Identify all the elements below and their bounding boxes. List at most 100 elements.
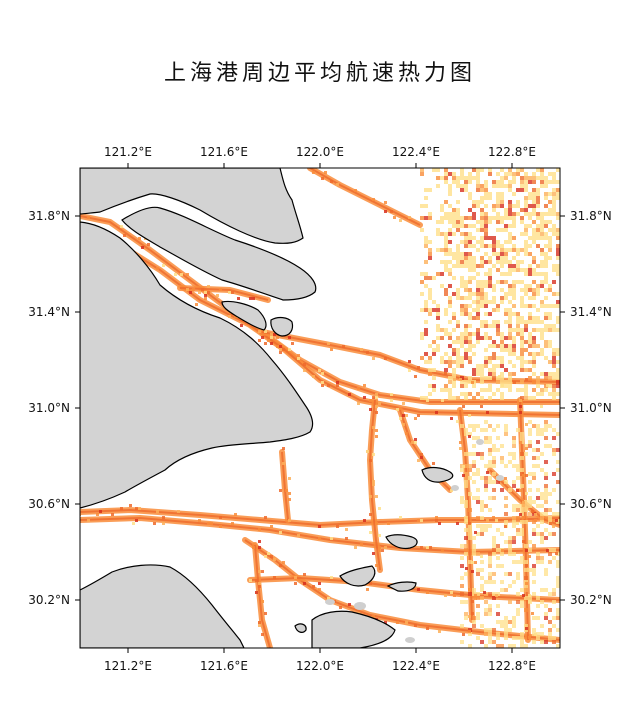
heat-cell bbox=[444, 384, 448, 388]
heat-cell bbox=[464, 240, 468, 244]
heat-cell bbox=[484, 272, 488, 276]
heat-cell bbox=[504, 292, 508, 296]
heat-cell bbox=[252, 546, 255, 549]
heat-cell bbox=[536, 188, 540, 192]
heat-cell bbox=[496, 612, 500, 616]
heat-cell bbox=[440, 232, 444, 236]
heat-cell bbox=[504, 176, 508, 180]
heat-cell bbox=[492, 488, 496, 492]
heat-cell bbox=[496, 308, 500, 312]
heat-cell bbox=[472, 244, 476, 248]
heat-cell bbox=[476, 436, 480, 440]
heat-cell bbox=[471, 612, 474, 615]
heat-cell bbox=[484, 436, 488, 440]
heat-cell bbox=[471, 570, 474, 573]
heat-cell bbox=[508, 300, 512, 304]
heat-cell bbox=[456, 288, 460, 292]
heat-cell bbox=[524, 504, 528, 508]
heat-cell bbox=[512, 536, 516, 540]
heat-cell bbox=[428, 252, 432, 256]
heat-cell bbox=[448, 252, 452, 256]
heat-cell bbox=[520, 436, 524, 440]
heat-cell bbox=[492, 248, 496, 252]
heat-cell bbox=[552, 348, 556, 352]
heat-cell bbox=[548, 548, 552, 552]
heat-cell bbox=[484, 196, 488, 200]
heat-cell bbox=[414, 417, 417, 420]
heat-cell bbox=[393, 216, 396, 219]
heat-cell bbox=[556, 168, 560, 172]
heat-cell bbox=[528, 480, 532, 484]
heat-cell bbox=[303, 363, 306, 366]
heat-cell bbox=[508, 584, 512, 588]
heat-cell bbox=[464, 476, 468, 480]
heat-cell bbox=[436, 176, 440, 180]
lat-tick-label-left: 31.0°N bbox=[28, 401, 70, 415]
heat-cell bbox=[460, 240, 464, 244]
heat-cell bbox=[264, 555, 267, 558]
heat-cell bbox=[468, 532, 472, 536]
heat-cell bbox=[464, 616, 468, 620]
heat-cell bbox=[544, 508, 548, 512]
heat-cell bbox=[496, 252, 500, 256]
heat-cell bbox=[452, 384, 456, 388]
heat-cell bbox=[508, 600, 512, 604]
heat-cell bbox=[484, 312, 488, 316]
heat-cell bbox=[524, 224, 528, 228]
heat-cell bbox=[528, 360, 532, 364]
heat-cell bbox=[330, 348, 333, 351]
heat-cell bbox=[464, 332, 468, 336]
heat-cell bbox=[426, 546, 429, 549]
heat-cell bbox=[219, 516, 222, 519]
heat-cell bbox=[492, 540, 496, 544]
heat-cell bbox=[520, 288, 524, 292]
lon-tick-label-bottom: 121.6°E bbox=[200, 659, 248, 673]
heat-cell bbox=[480, 188, 484, 192]
heat-cell bbox=[496, 380, 500, 384]
heat-cell bbox=[525, 564, 528, 567]
heat-cell bbox=[428, 216, 432, 220]
heat-cell bbox=[480, 228, 484, 232]
heat-cell bbox=[540, 520, 544, 524]
heat-cell bbox=[424, 188, 428, 192]
heat-cell bbox=[476, 524, 480, 528]
heat-cell bbox=[492, 544, 496, 548]
rocks-layer bbox=[325, 439, 504, 643]
heat-cell bbox=[520, 280, 524, 284]
heat-cell bbox=[512, 236, 516, 240]
heat-cell bbox=[532, 476, 536, 480]
heat-cell bbox=[508, 548, 512, 552]
heat-cell bbox=[472, 332, 476, 336]
heat-cell bbox=[532, 296, 536, 300]
heat-cell bbox=[528, 212, 532, 216]
heat-cell bbox=[460, 172, 464, 176]
heat-cell bbox=[500, 348, 504, 352]
heat-cell bbox=[452, 276, 456, 280]
heat-cell bbox=[237, 297, 240, 300]
heat-cell bbox=[548, 212, 552, 216]
heat-cell bbox=[464, 428, 468, 432]
heat-cell bbox=[532, 640, 536, 644]
heat-cell bbox=[484, 192, 488, 196]
heat-cell bbox=[492, 480, 496, 484]
heat-cell bbox=[548, 592, 552, 596]
heat-cell bbox=[384, 201, 387, 204]
heat-cell bbox=[536, 636, 540, 640]
heat-cell bbox=[548, 248, 552, 252]
heat-cell bbox=[452, 212, 456, 216]
heat-cell bbox=[528, 236, 532, 240]
heat-cell bbox=[496, 184, 500, 188]
heat-cell bbox=[524, 240, 528, 244]
heat-cell bbox=[524, 320, 528, 324]
heat-cell bbox=[528, 420, 532, 424]
heat-cell bbox=[484, 376, 488, 380]
heat-cell bbox=[528, 440, 532, 444]
heat-cell bbox=[508, 348, 512, 352]
heat-cell bbox=[552, 192, 556, 196]
heat-cell bbox=[249, 297, 252, 300]
heat-cell bbox=[330, 180, 333, 183]
heat-cell bbox=[516, 600, 520, 604]
heat-cell bbox=[556, 352, 560, 356]
heat-cell bbox=[384, 546, 387, 549]
heat-cell bbox=[496, 644, 500, 648]
